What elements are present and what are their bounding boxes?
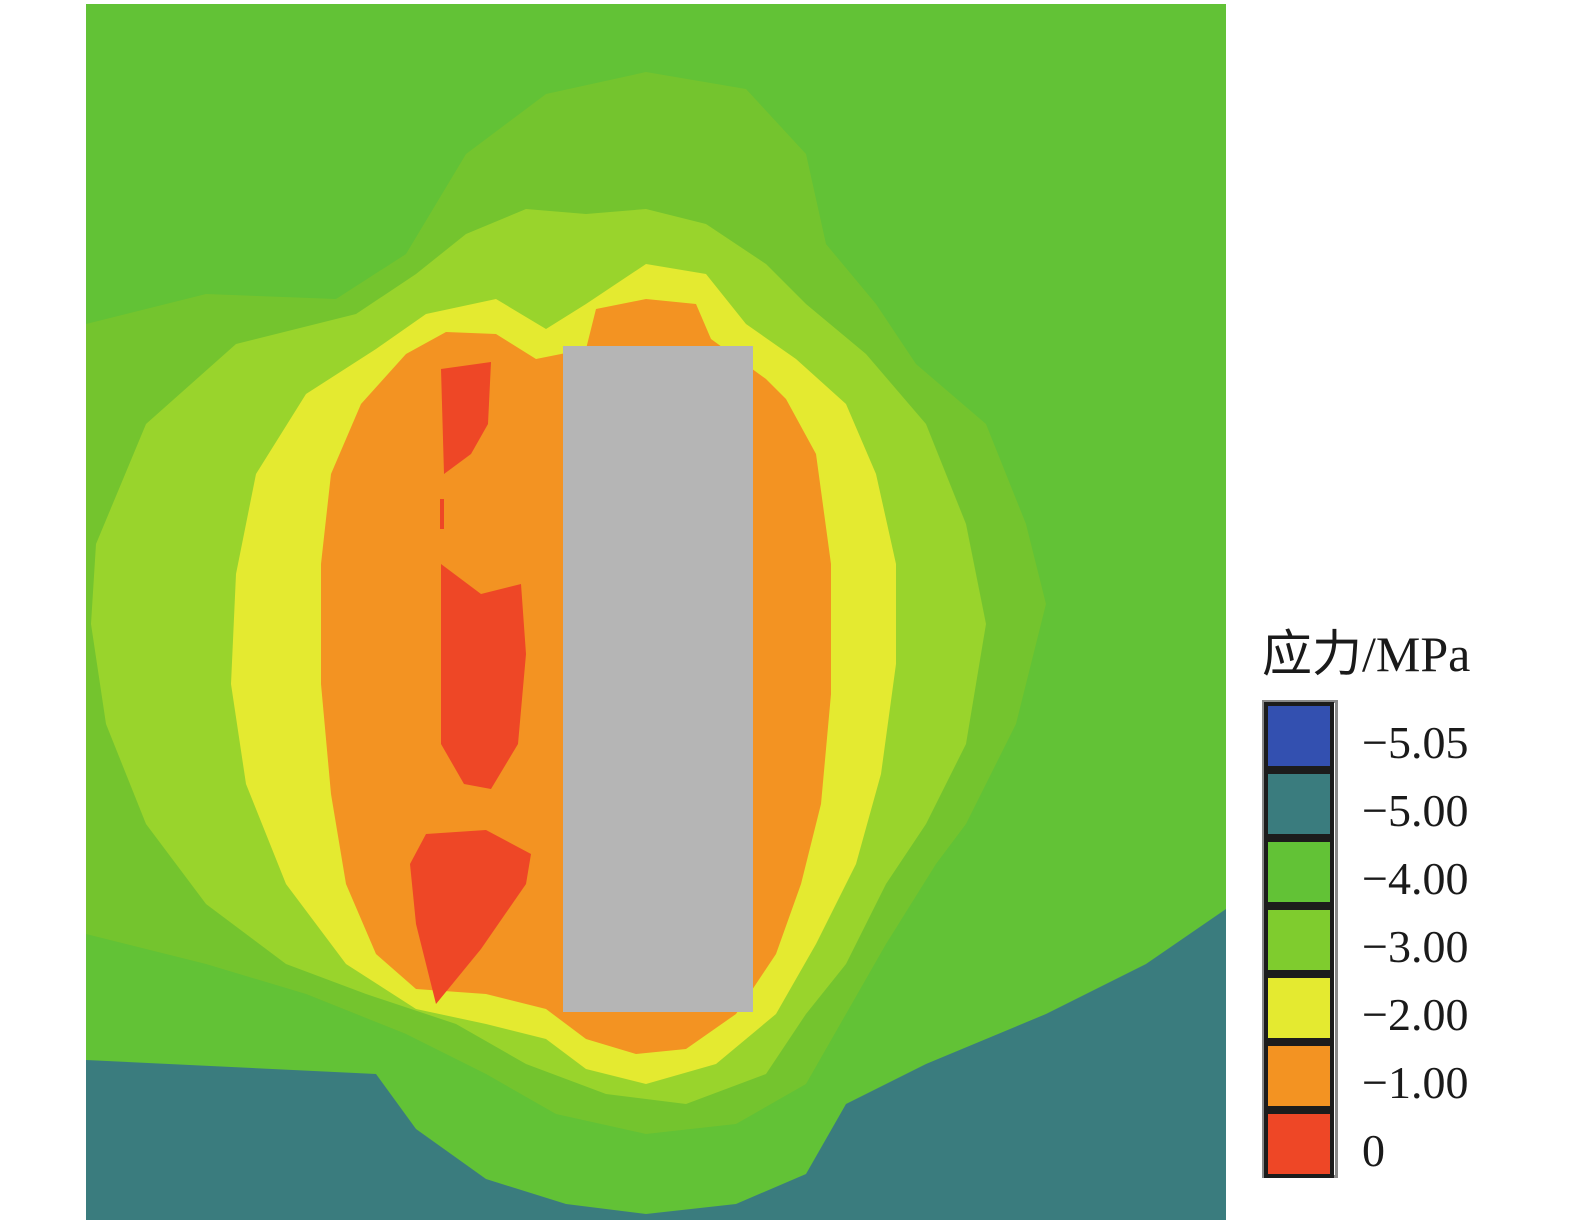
contour-zone-0-b: [440, 499, 444, 529]
stress-contour-plot: [86, 4, 1226, 1220]
legend-swatch: [1264, 702, 1334, 770]
color-legend: −5.05 −5.00 −4.00 −3.00 −2.00 −1.00 0: [1262, 700, 1542, 1180]
legend-swatch: [1264, 906, 1334, 974]
legend-tick-label: −1.00: [1362, 1057, 1469, 1108]
legend-swatch: [1264, 1042, 1334, 1110]
legend-swatch: [1264, 1110, 1334, 1178]
legend-tick-label: −5.00: [1362, 785, 1469, 836]
legend-tick-label: −2.00: [1362, 989, 1469, 1040]
contour-zone-5: [86, 909, 1226, 1220]
legend-tick-label: −3.00: [1362, 921, 1469, 972]
excavation-void: [563, 346, 753, 1012]
legend-tick-label: 0: [1362, 1125, 1385, 1176]
legend-swatch: [1264, 838, 1334, 906]
contour-zone-0-a: [441, 362, 491, 474]
legend-tick-label: −5.05: [1362, 717, 1469, 768]
legend-tick-label: −4.00: [1362, 853, 1469, 904]
contour-zone-0-c: [441, 564, 526, 789]
contour-zone-0-d: [410, 830, 531, 1004]
legend-swatch: [1264, 974, 1334, 1042]
legend-title: 应力/MPa: [1262, 626, 1471, 682]
legend-swatch: [1264, 770, 1334, 838]
